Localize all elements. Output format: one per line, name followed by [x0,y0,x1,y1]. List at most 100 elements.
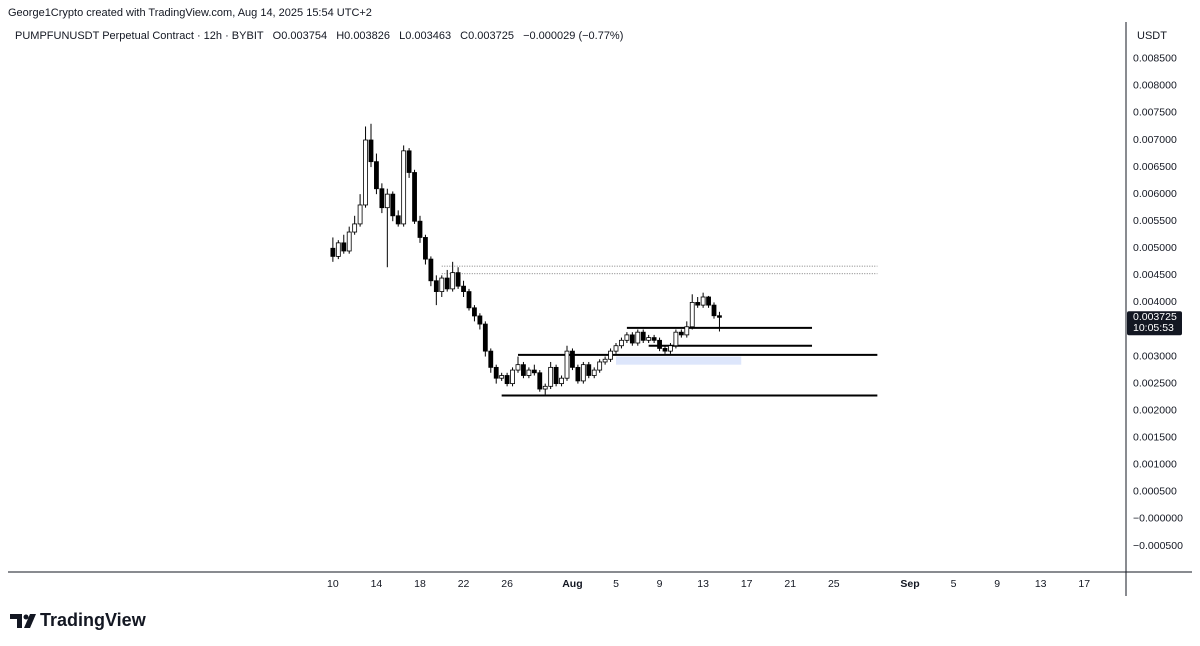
candle-body [439,277,445,292]
candle-body [548,366,554,387]
y-tick-label: 0.001500 [1133,432,1177,444]
candle-body [711,304,717,317]
candle-body [521,364,526,376]
candle-body [689,302,695,328]
legend-header: PUMPFUNUSDT Perpetual Contract · 12h · B… [15,30,629,42]
y-tick-label: 0.008500 [1133,53,1177,65]
ohlc-close: C [460,30,469,42]
x-tick-label: 13 [1035,578,1047,590]
candle-body [330,247,336,257]
price-unit: USDT [1137,30,1167,42]
y-tick-label: −0.000000 [1133,513,1183,525]
candle-body [406,150,412,173]
candle-body [717,315,722,318]
candle-body [646,337,652,341]
candle-body [640,331,646,341]
candle-body [352,223,358,233]
candle-body [472,307,477,317]
candle-body [515,364,521,371]
candle-body [504,375,510,385]
y-tick-label: 0.005500 [1133,215,1177,227]
candle-body [651,337,657,341]
y-tick-label: 0.008000 [1133,80,1177,92]
candle-body [417,220,423,238]
candle-body [335,242,341,257]
y-tick-label: 0.003000 [1133,350,1177,362]
candle-body [570,350,575,368]
y-tick-label: 0.006000 [1133,188,1177,200]
candle-body [597,361,603,371]
ohlc-high-value: 0.003826 [344,30,391,42]
y-tick-label: −0.000500 [1133,540,1183,552]
x-tick-label: 10 [327,578,339,590]
x-tick-label: 14 [371,578,383,590]
x-tick-label: Aug [562,578,582,590]
zone [616,356,742,365]
ohlc-low-value: 0.003463 [405,30,452,42]
candle-body [613,345,619,352]
candle-body [668,345,673,352]
ohlc-high: H [336,30,345,42]
candle-body [455,272,461,287]
candle-body [531,369,537,374]
ohlc-open-value: 0.003754 [281,30,328,42]
candle-body [700,296,706,306]
candle-body [591,369,597,376]
ohlc-low: L [399,30,406,42]
candle-body [390,193,396,217]
y-tick-label: 0.007500 [1133,107,1177,119]
candle-body [395,215,401,225]
candle-body [678,331,684,336]
candle-body [673,331,679,347]
y-tick-label: 0.004500 [1133,269,1177,281]
x-tick-label: 21 [784,578,796,590]
candle-body [363,139,368,206]
candle-body [695,302,701,306]
countdown-label: 10:05:53 [1133,322,1174,334]
x-tick-label: 25 [828,578,840,590]
candle-body [537,372,543,390]
y-tick-label: 0.000500 [1133,486,1177,498]
candle-body [384,193,390,209]
candle-body [444,277,450,290]
candle-body [368,139,374,163]
candle-body [499,375,505,379]
candle-body [542,385,548,390]
candle-body [461,285,466,292]
candle-body [510,369,515,385]
ohlc-close-value: 0.003725 [468,30,515,42]
y-tick-label: 0.005000 [1133,242,1177,254]
last-price-tag [1127,311,1182,336]
candle-body [629,334,635,344]
candle-body [379,188,385,209]
ohlc-open: O [272,30,282,42]
candle-body [423,237,428,260]
y-tick-label: 0.007000 [1133,134,1177,146]
y-tick-label: 0.002500 [1133,377,1177,389]
candle-body [374,161,379,190]
candle-body [466,291,472,309]
candle-body [586,364,592,376]
x-tick-label: 13 [697,578,709,590]
x-tick-label: 18 [414,578,426,590]
x-tick-label: 26 [501,578,513,590]
last-price-label: 0.003725 [1133,311,1177,323]
candle-body [608,350,613,360]
change: −0.000029 (−0.77%) [523,30,624,42]
candle-body [493,366,499,379]
candle-body [559,377,564,385]
candle-body [488,350,494,368]
candle-body [602,358,608,363]
candle-body [657,339,662,349]
candle-body [433,280,439,292]
x-tick-label: 17 [741,578,753,590]
y-tick-label: 0.006500 [1133,161,1177,173]
brand-name: TradingView [40,610,147,630]
candle-body [477,315,483,325]
candle-body [564,350,570,379]
candle-body [575,366,581,382]
candle-body [624,334,630,341]
candle-body [706,296,711,306]
candle-body [619,339,624,347]
